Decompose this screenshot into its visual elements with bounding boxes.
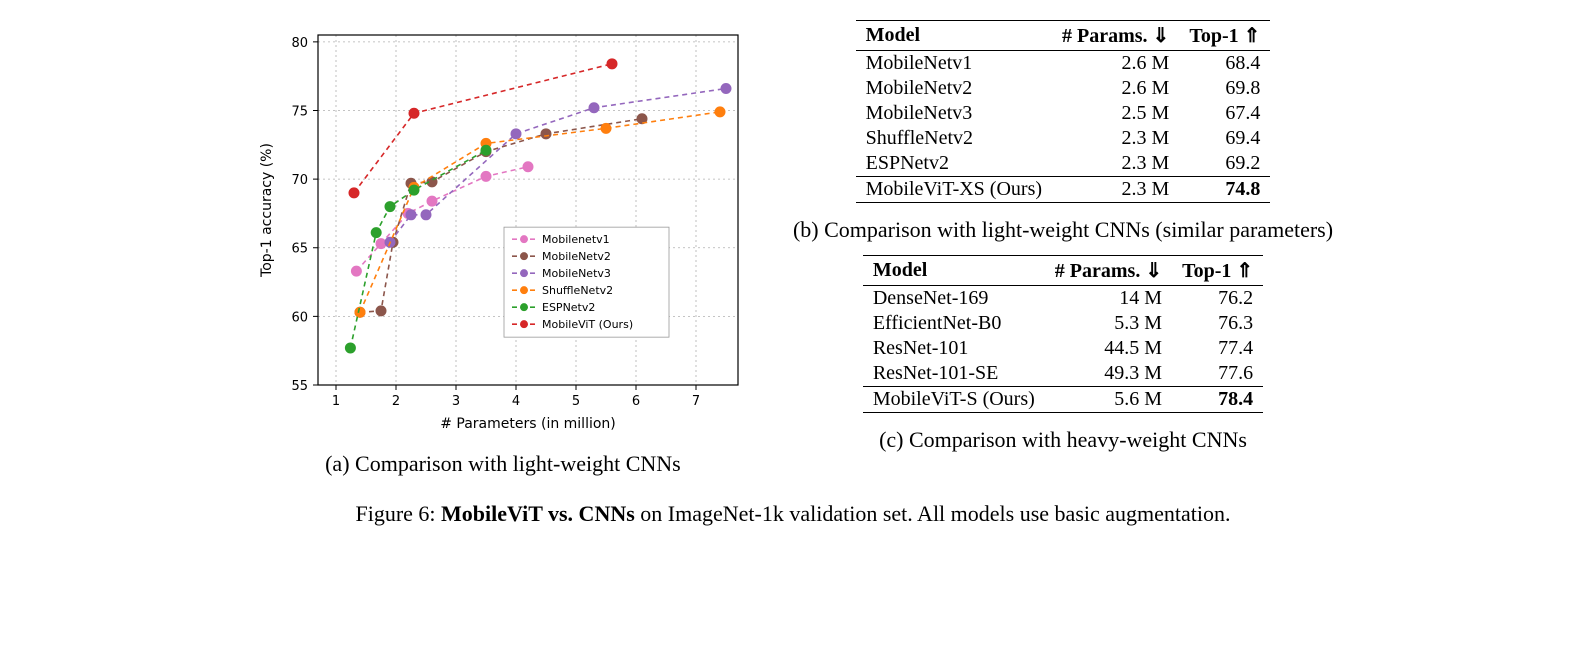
table-header: # Params. ⇓ (1045, 256, 1172, 286)
table-row: MobileNetv22.6 M69.8 (856, 76, 1271, 101)
main-caption: Figure 6: MobileViT vs. CNNs on ImageNet… (40, 501, 1546, 527)
table-row: DenseNet-16914 M76.2 (863, 286, 1263, 312)
caption-b: (b) Comparison with light-weight CNNs (s… (793, 217, 1333, 243)
table-heavyweight: Model# Params. ⇓Top-1 ⇑DenseNet-16914 M7… (863, 255, 1263, 413)
table-header: Top-1 ⇑ (1179, 21, 1270, 51)
svg-text:# Parameters (in million): # Parameters (in million) (440, 416, 616, 432)
left-panel: 1 2 3 4 5 6 7 55 60 65 70 75 80 # Parameters (in mill… (253, 20, 753, 477)
svg-text:80: 80 (291, 36, 308, 51)
table-row: MobileViT-S (Ours)5.6 M78.4 (863, 387, 1263, 413)
svg-text:75: 75 (291, 104, 308, 119)
right-panel: Model# Params. ⇓Top-1 ⇑MobileNetv12.6 M6… (793, 20, 1333, 453)
svg-text:70: 70 (291, 173, 308, 188)
table-row: MobileViT-XS (Ours)2.3 M74.8 (856, 177, 1271, 203)
svg-text:MobileNetv2: MobileNetv2 (542, 250, 611, 263)
caption-bold: MobileViT vs. CNNs (441, 501, 635, 526)
svg-text:1: 1 (332, 394, 340, 409)
caption-prefix: Figure 6: (355, 501, 441, 526)
svg-text:6: 6 (632, 394, 640, 409)
svg-text:4: 4 (512, 394, 520, 409)
svg-text:55: 55 (291, 379, 308, 394)
table-row: ResNet-10144.5 M77.4 (863, 336, 1263, 361)
line-chart: 1 2 3 4 5 6 7 55 60 65 70 75 80 # Parameters (in mill… (253, 20, 753, 440)
table-row: EfficientNet-B05.3 M76.3 (863, 311, 1263, 336)
caption-suffix: on ImageNet-1k validation set. All model… (635, 501, 1231, 526)
svg-text:65: 65 (291, 242, 308, 257)
caption-a: (a) Comparison with light-weight CNNs (253, 451, 753, 477)
svg-text:7: 7 (692, 394, 700, 409)
table-row: ShuffleNetv22.3 M69.4 (856, 126, 1271, 151)
table-lightweight: Model# Params. ⇓Top-1 ⇑MobileNetv12.6 M6… (856, 20, 1271, 203)
caption-c: (c) Comparison with heavy-weight CNNs (793, 427, 1333, 453)
svg-text:MobileViT (Ours): MobileViT (Ours) (542, 318, 633, 331)
table-header: Model (863, 256, 1045, 286)
table-row: MobileNetv12.6 M68.4 (856, 51, 1271, 77)
svg-text:ShuffleNetv2: ShuffleNetv2 (542, 284, 613, 297)
table-header: Top-1 ⇑ (1172, 256, 1263, 286)
svg-text:5: 5 (572, 394, 580, 409)
svg-text:3: 3 (452, 394, 460, 409)
table-header: Model (856, 21, 1052, 51)
svg-text:2: 2 (392, 394, 400, 409)
table-row: ESPNetv22.3 M69.2 (856, 151, 1271, 177)
svg-text:60: 60 (291, 310, 308, 325)
svg-text:ESPNetv2: ESPNetv2 (542, 301, 595, 314)
figure-container: 1 2 3 4 5 6 7 55 60 65 70 75 80 # Parameters (in mill… (40, 20, 1546, 477)
svg-text:MobileNetv3: MobileNetv3 (542, 267, 611, 280)
table-row: ResNet-101-SE49.3 M77.6 (863, 361, 1263, 387)
svg-text:Top-1 accuracy (%): Top-1 accuracy (%) (259, 143, 275, 278)
svg-text:Mobilenetv1: Mobilenetv1 (542, 233, 610, 246)
table-row: MobileNetv32.5 M67.4 (856, 101, 1271, 126)
table-header: # Params. ⇓ (1052, 21, 1179, 51)
